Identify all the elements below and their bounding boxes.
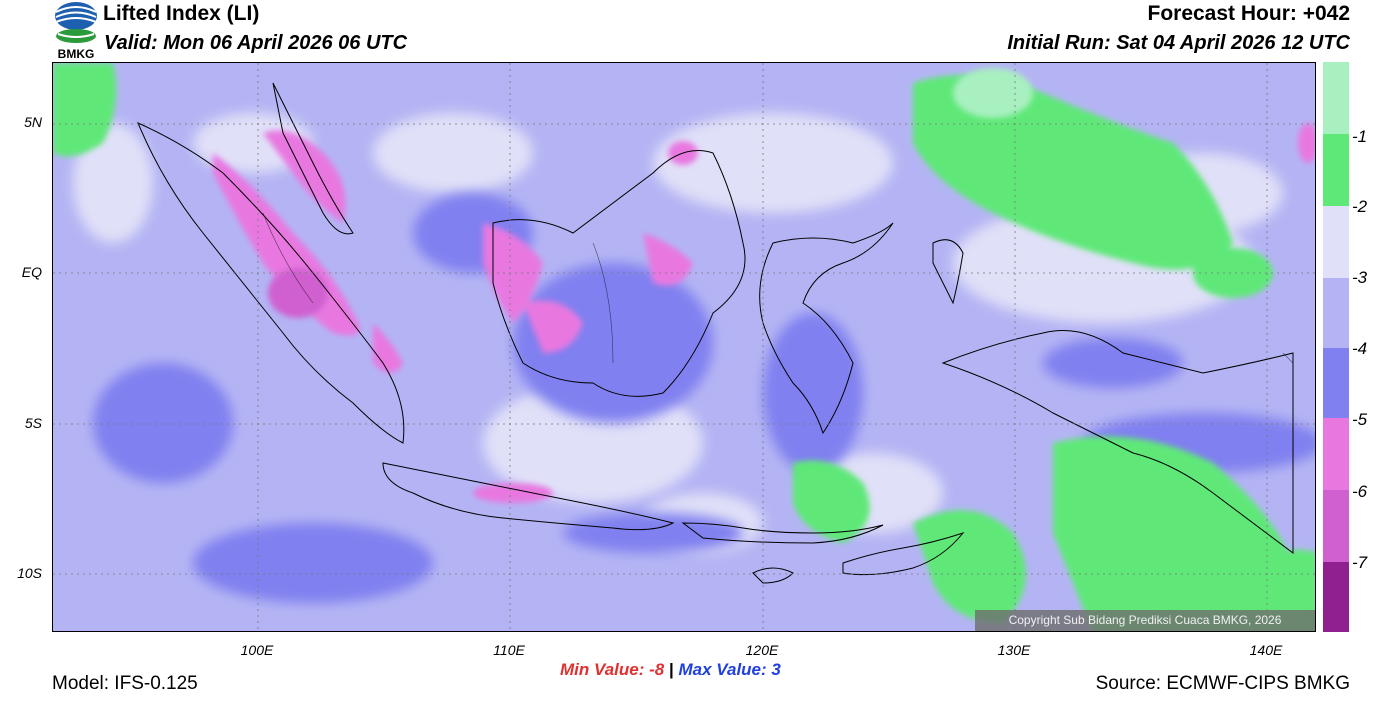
min-value-label: Min Value:: [560, 660, 645, 679]
forecast-hour: Forecast Hour: +042: [1147, 2, 1351, 25]
data-source: Source: ECMWF-CIPS BMKG: [1095, 673, 1350, 694]
colorbar: [1323, 62, 1349, 632]
min-value: -8: [649, 660, 665, 679]
stats-separator: |: [668, 660, 674, 679]
colorbar-label: -2: [1352, 197, 1368, 216]
lifted-index-map: [52, 62, 1316, 632]
lat-label-10s: 10S: [17, 565, 42, 581]
li-field-pink: [213, 123, 1315, 503]
lon-label-140e: 140E: [1249, 642, 1283, 658]
li-field-blue: [93, 193, 1315, 603]
chart-title: Lifted Index (LI): [103, 2, 260, 25]
colorbar-label: -7: [1352, 553, 1368, 572]
colorbar-label: -1: [1352, 127, 1368, 146]
lat-label-eq: EQ: [21, 264, 42, 280]
initial-run: Initial Run: Sat 04 April 2026 12 UTC: [1007, 32, 1350, 54]
lon-label-130e: 130E: [997, 642, 1031, 658]
svg-text:BMKG: BMKG: [58, 47, 95, 61]
valid-time: Valid: Mon 06 April 2026 06 UTC: [104, 32, 408, 54]
colorbar-label: -3: [1352, 268, 1368, 287]
map-grid: [53, 63, 1315, 631]
max-value: 3: [771, 660, 781, 679]
lat-label-5n: 5N: [24, 114, 42, 130]
colorbar-label: -4: [1352, 339, 1368, 358]
copyright-notice: Copyright Sub Bidang Prediksi Cuaca BMKG…: [975, 610, 1315, 631]
lon-label-110e: 110E: [493, 642, 525, 658]
colorbar-label: -6: [1352, 482, 1368, 501]
lon-label-100e: 100E: [240, 642, 274, 658]
max-value-label: Max Value:: [678, 660, 767, 679]
colorbar-label: -5: [1352, 410, 1368, 429]
min-max-values: Min Value: -8 | Max Value: 3: [560, 660, 781, 680]
lon-label-120e: 120E: [745, 642, 779, 658]
li-field-green: [53, 63, 1315, 631]
lat-label-5s: 5S: [24, 415, 42, 431]
bmkg-logo: BMKG: [52, 0, 100, 62]
model-name: Model: IFS-0.125: [52, 673, 198, 694]
